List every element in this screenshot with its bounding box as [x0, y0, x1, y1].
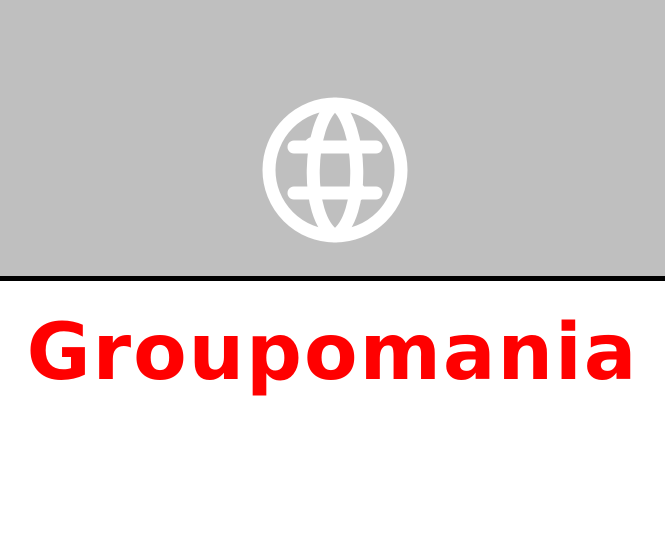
globe-icon — [262, 97, 408, 243]
banner-divider — [0, 276, 665, 281]
brand-name: Groupomania — [26, 308, 639, 398]
